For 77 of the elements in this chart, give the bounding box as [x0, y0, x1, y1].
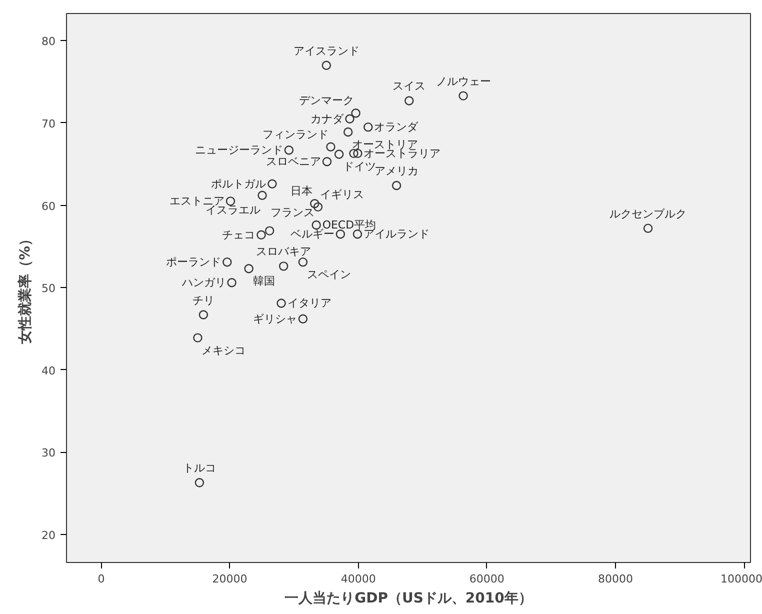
- annotation: トルコ: [182, 462, 216, 475]
- point: [336, 229, 346, 239]
- annotation: イタリア: [287, 296, 332, 310]
- annotation: スロベニア: [266, 155, 321, 168]
- x-tick-label: 40000: [340, 572, 376, 586]
- annotation: フィンランド: [262, 128, 329, 141]
- point: [343, 127, 353, 137]
- annotation: ベルギー: [290, 228, 334, 241]
- annotation: ポルトガル: [211, 177, 266, 190]
- point: [351, 108, 360, 118]
- annotation: カナダ: [310, 112, 345, 126]
- annotation: チェコ: [222, 228, 256, 242]
- point: [244, 264, 254, 274]
- x-tick-label: 0: [98, 572, 105, 586]
- x-tick-label: 100000: [720, 572, 762, 586]
- point: [458, 91, 468, 100]
- point: [226, 196, 236, 206]
- annotation: ニュージーランド: [194, 144, 283, 157]
- y-tick-label: 30: [42, 446, 56, 460]
- annotation: ギリシャ: [252, 312, 297, 326]
- point: [310, 199, 320, 208]
- annotation: メキシコ: [202, 344, 246, 357]
- annotation: スペイン: [306, 268, 351, 282]
- point: [258, 190, 267, 200]
- y-tick-label: 60: [42, 200, 56, 213]
- x-tick-label: 60000: [469, 572, 504, 586]
- point: [227, 278, 236, 288]
- annotation: オランダ: [374, 120, 420, 134]
- point: [322, 157, 332, 166]
- annotation: 韓国: [252, 274, 275, 288]
- point: [392, 180, 402, 190]
- y-tick-label: 20: [42, 529, 56, 542]
- point: [643, 224, 653, 233]
- x-tick-label: 80000: [598, 572, 634, 586]
- annotation: スロバキア: [256, 245, 312, 258]
- point: [222, 257, 232, 267]
- point: [276, 298, 286, 308]
- point: [353, 148, 362, 158]
- point: [298, 314, 308, 324]
- y-axis-title: 女性就業率（%）: [16, 232, 34, 346]
- point: [193, 333, 202, 342]
- annotation: アメリカ: [374, 164, 419, 178]
- point: [194, 478, 204, 488]
- annotation: スイス: [392, 80, 426, 93]
- y-tick-label: 50: [42, 282, 56, 296]
- annotation: フランス: [270, 206, 314, 220]
- y-tick-label: 80: [42, 35, 56, 48]
- annotation: ポーランド: [166, 256, 222, 269]
- annotation: アイスランド: [293, 44, 360, 58]
- annotation: ドイツ: [343, 160, 376, 174]
- y-tick-label: 70: [42, 117, 56, 130]
- point: [298, 257, 308, 267]
- annotation: 日本: [290, 184, 313, 198]
- annotation: ルクセンブルク: [610, 207, 687, 220]
- point: [364, 122, 373, 132]
- point: [352, 229, 362, 239]
- annotation: チリ: [192, 294, 214, 307]
- point: [256, 230, 266, 240]
- annotation: イギリス: [320, 188, 364, 201]
- annotation: ノルウェー: [436, 74, 491, 88]
- y-tick-label: 40: [42, 364, 56, 378]
- point: [268, 179, 277, 188]
- point: [349, 148, 358, 158]
- point: [326, 142, 336, 152]
- point: [264, 226, 274, 236]
- annotation: ハンガリ: [180, 276, 226, 290]
- point: [404, 96, 414, 106]
- annotation: デンマーク: [298, 94, 354, 108]
- x-tick-label: 20000: [212, 572, 248, 586]
- point: [284, 146, 294, 155]
- point: [345, 114, 354, 124]
- x-axis-title: 一人当たりGDP（USドル、2010年）: [284, 590, 532, 606]
- point: [198, 310, 208, 320]
- point: [334, 150, 344, 159]
- point: [278, 262, 288, 271]
- point: [313, 202, 323, 212]
- point: [322, 60, 332, 70]
